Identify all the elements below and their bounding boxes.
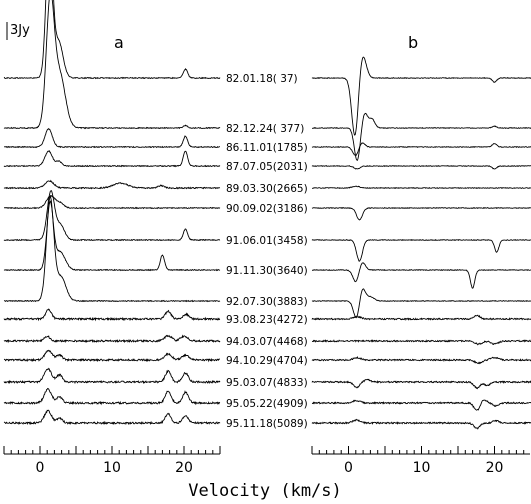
spectrum-line-b-10	[311, 314, 531, 321]
epoch-label: 91.11.30(3640)	[226, 265, 308, 277]
spectrum-line-b-15	[311, 418, 531, 430]
epoch-label: 94.10.29(4704)	[226, 355, 308, 367]
x-axis-title: Velocity (km/s)	[188, 481, 342, 501]
spectrum-line-a-8	[3, 200, 221, 272]
spectrum-line-a-6	[3, 194, 221, 210]
panel-a-spectra	[3, 0, 221, 426]
spectrum-line-a-10	[3, 308, 221, 322]
epoch-label: 95.11.18(5089)	[226, 418, 308, 430]
epoch-label: 89.03.30(2665)	[226, 183, 308, 195]
epoch-label: 94.03.07(4468)	[226, 336, 308, 348]
spectrum-line-b-8	[311, 262, 531, 289]
x-tick-label: 10	[413, 460, 431, 476]
spectrum-line-b-3	[311, 142, 531, 156]
epoch-labels: 82.01.18( 37) 82.12.24( 377) 86.11.01(1785…	[226, 73, 308, 430]
spectrum-line-a-12	[3, 349, 220, 363]
epoch-label: 82.12.24( 377)	[226, 123, 304, 135]
panel-b-spectra	[311, 56, 531, 430]
x-tick-label: 0	[36, 460, 45, 476]
epoch-label: 87.07.05(2031)	[226, 161, 308, 173]
spectrum-line-b-13	[311, 378, 531, 390]
spectrum-line-b-11	[311, 339, 531, 346]
spectrum-line-a-3	[3, 127, 221, 149]
spectrum-line-a-2	[3, 0, 221, 130]
spectrum-line-b-9	[311, 288, 531, 319]
spectrum-line-b-5	[311, 185, 531, 190]
epoch-label: 82.01.18( 37)	[226, 73, 298, 85]
spectrum-line-a-1	[3, 0, 221, 80]
spectrum-line-b-7	[311, 238, 531, 262]
spectrum-line-a-11	[3, 334, 221, 344]
x-tick-label: 20	[175, 460, 193, 476]
spectrum-line-a-4	[3, 150, 221, 168]
spectrum-line-a-15	[3, 409, 221, 426]
x-tick-label: 0	[344, 460, 353, 476]
spectrum-line-b-6	[311, 207, 531, 221]
panel-a-label: a	[114, 33, 124, 52]
spectrum-line-b-12	[311, 356, 531, 365]
epoch-label: 86.11.01(1785)	[226, 142, 308, 154]
spectrum-line-a-9	[3, 194, 221, 303]
spectrum-line-b-4	[311, 165, 531, 170]
spectrum-line-b-1	[311, 56, 531, 136]
epoch-label: 90.09.02(3186)	[226, 203, 308, 215]
epoch-label: 95.05.22(4909)	[226, 398, 308, 410]
flux-scale-bar: 3Jy	[6, 22, 30, 40]
epoch-label: 91.06.01(3458)	[226, 235, 308, 247]
epoch-label: 92.07.30(3883)	[226, 296, 308, 308]
x-axes: 0 10 20 0 10 20	[3, 446, 530, 476]
x-tick-label: 10	[103, 460, 121, 476]
spectrum-line-b-2	[311, 112, 531, 162]
epoch-label: 93.08.23(4272)	[226, 314, 308, 326]
spectrum-line-b-14	[311, 399, 531, 411]
x-tick-label: 20	[486, 460, 504, 476]
epoch-label: 95.03.07(4833)	[226, 377, 308, 389]
flux-scale-label: 3Jy	[10, 23, 30, 38]
spectrum-line-a-7	[3, 190, 221, 242]
spectrum-line-a-14	[3, 387, 221, 406]
panel-b-label: b	[408, 33, 418, 52]
spectrum-line-a-13	[3, 367, 221, 385]
spectrum-line-a-5	[3, 179, 221, 190]
